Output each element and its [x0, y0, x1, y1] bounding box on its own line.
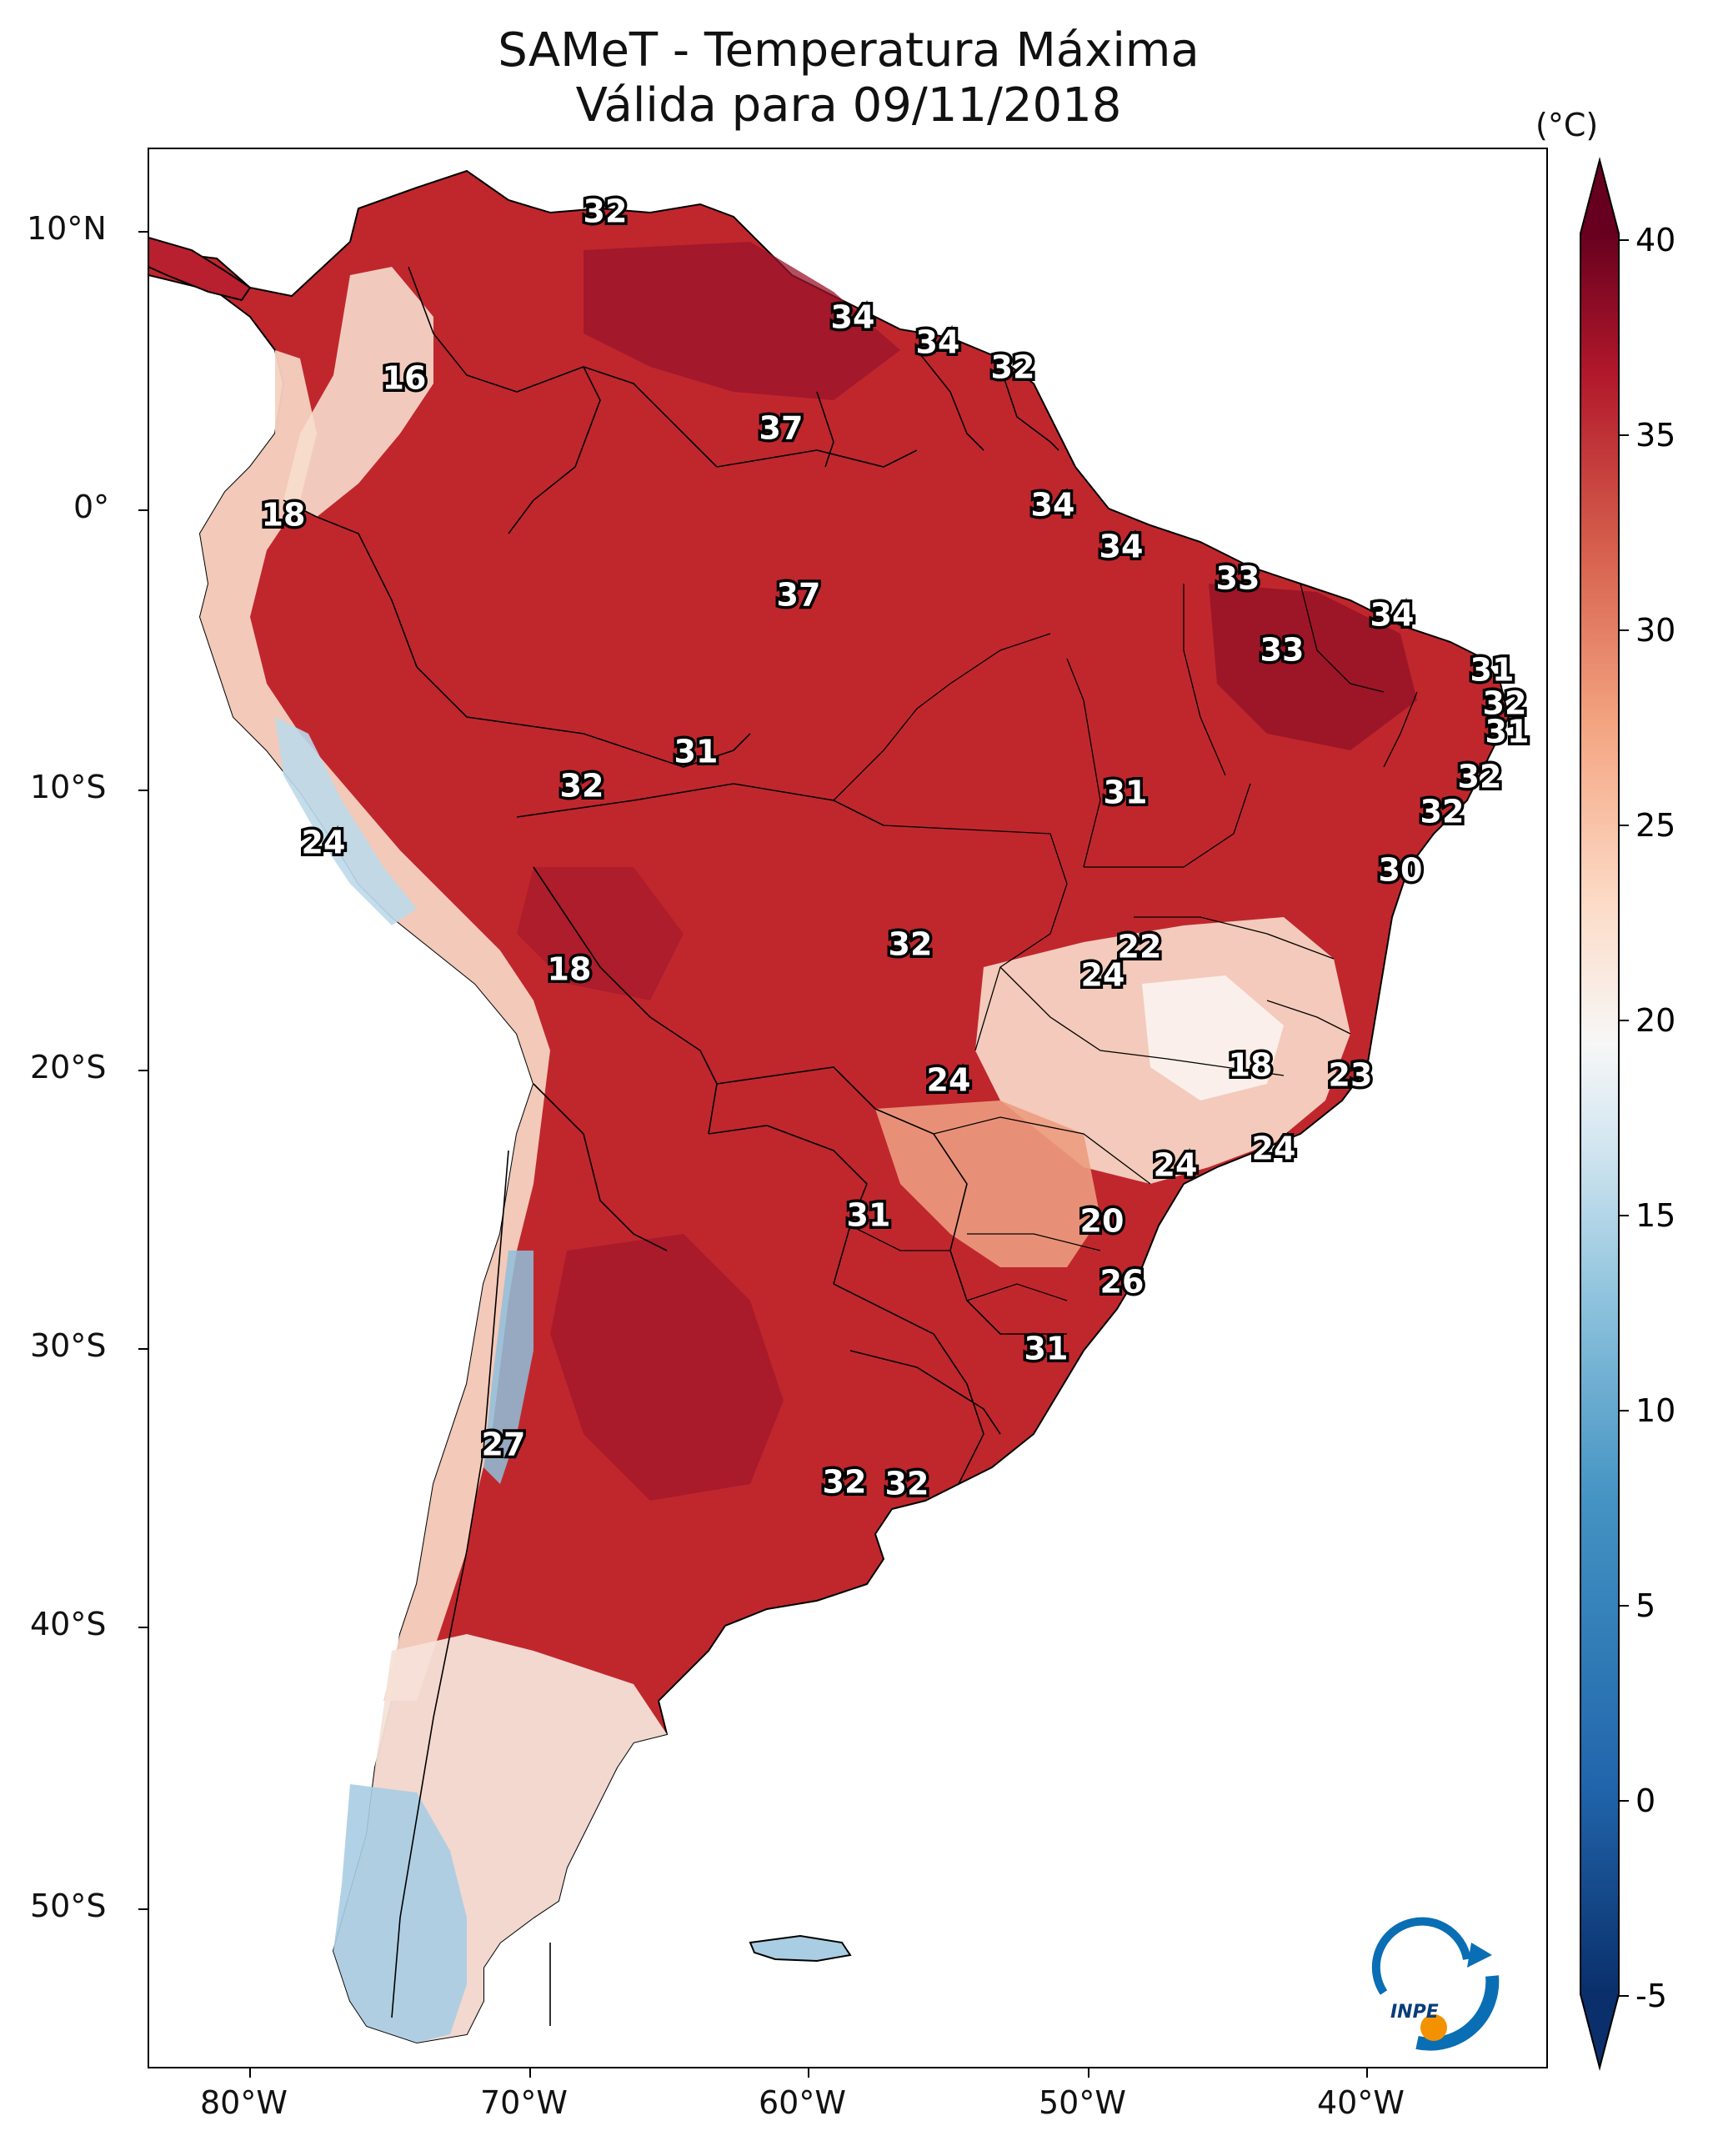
colorbar-tick-label: -5	[1635, 1978, 1667, 2014]
colorbar-body	[1580, 233, 1619, 1994]
city-temperature-label: 34	[1370, 597, 1415, 634]
city-temperature-label: 31	[1104, 775, 1148, 811]
lat-label: 50°S	[30, 1888, 107, 1924]
patagonia-cold	[333, 1784, 467, 2043]
lat-label: 30°S	[30, 1327, 107, 1364]
lon-label: 40°W	[1317, 2084, 1405, 2121]
colorbar-ticks: 40 35 30 25 20 15 10 5 0 -5	[1619, 222, 1675, 2014]
colombian-andes-cool	[283, 267, 433, 517]
lon-label: 60°W	[759, 2084, 846, 2121]
colorbar-outline	[1580, 157, 1620, 2071]
colorbar-tick-label: 0	[1635, 1782, 1655, 1819]
city-temperature-label: 32	[889, 926, 933, 963]
colorbar-tick-label: 20	[1635, 1002, 1675, 1039]
city-temperature-label: 24	[302, 825, 346, 861]
city-temperature-label: 22	[1118, 929, 1162, 965]
hot-core-northeast	[1209, 584, 1417, 750]
city-temperature-label: 26	[1100, 1264, 1144, 1301]
city-temperature-label: 34	[831, 299, 875, 336]
colorbar: 40 35 30 25 20 15 10 5 0 -5	[1580, 157, 1675, 2071]
hot-core-amazon	[584, 242, 900, 400]
city-temperature-label: 32	[1458, 759, 1502, 795]
city-temperature-label: 20	[1080, 1203, 1124, 1240]
axis-ticks	[138, 231, 1368, 2078]
city-temperature-label: 24	[1081, 957, 1125, 994]
map-subtitle: Válida para 09/11/2018	[575, 78, 1122, 133]
chile-andes-cold	[483, 1251, 533, 1484]
city-temperature-label: 24	[1252, 1131, 1296, 1167]
city-temperature-label: 30	[1379, 852, 1423, 889]
colorbar-tick-label: 25	[1635, 807, 1675, 844]
colorbar-tick-label: 5	[1635, 1587, 1655, 1624]
colorbar-tick-label: 40	[1635, 222, 1675, 258]
city-temperature-label: 23	[1329, 1057, 1373, 1094]
hot-core-chaco	[550, 1234, 784, 1501]
city-temperature-label: 27	[482, 1426, 526, 1463]
city-temperature-label: 32	[885, 1466, 929, 1502]
city-temperature-label: 16	[383, 360, 427, 397]
falkland-islands	[749, 1934, 852, 1963]
city-temperature-label: 34	[916, 324, 960, 361]
south-america-landmass	[148, 169, 1510, 2044]
inpe-logo-icon: INPE	[1371, 1917, 1500, 2051]
lat-label: 40°S	[30, 1606, 107, 1642]
city-temperature-label: 32	[991, 349, 1035, 386]
lat-label: 10°S	[30, 769, 107, 805]
city-temperature-label: 31	[1485, 714, 1530, 750]
city-temperature-label: 18	[548, 951, 592, 988]
city-temperature-label: 18	[262, 497, 306, 534]
colorbar-unit-label: (°C)	[1535, 107, 1599, 143]
city-temperature-label: 33	[1216, 560, 1260, 597]
city-temperature-label: 32	[1420, 794, 1465, 830]
andes-cool-band	[200, 350, 550, 1701]
city-temperature-label: 24	[927, 1062, 971, 1099]
city-temperature-label: 34	[1031, 487, 1075, 524]
city-temperature-label: 24	[1154, 1147, 1198, 1184]
city-temperature-label: 32	[560, 768, 604, 805]
city-temperature-label: 31	[847, 1197, 891, 1234]
colorbar-tick-label: 10	[1635, 1392, 1675, 1429]
city-temperature-label: 32	[823, 1464, 867, 1501]
lat-label: 10°N	[27, 210, 107, 247]
hot-core-west	[517, 867, 684, 1000]
south-brazil-warm	[875, 1101, 1100, 1267]
city-temperature-label: 31	[1024, 1331, 1069, 1367]
colorbar-top-extend	[1580, 160, 1619, 233]
city-temperature-label: 33	[1260, 632, 1305, 669]
lat-label: 0°	[73, 489, 110, 525]
lon-label: 80°W	[200, 2084, 288, 2121]
continent-group	[148, 169, 1510, 2044]
city-temperature-label: 32	[584, 193, 628, 230]
lon-label: 50°W	[1039, 2084, 1126, 2121]
city-temperature-label: 37	[777, 577, 821, 614]
minas-cool-core	[1142, 975, 1284, 1101]
city-temperature-label: 32	[1483, 685, 1527, 722]
peru-coast-cold	[275, 717, 417, 925]
colorbar-tick-label: 35	[1635, 417, 1675, 454]
state-borders	[833, 583, 1418, 1301]
map-title: SAMeT - Temperatura Máxima	[498, 23, 1200, 78]
lat-label: 20°S	[30, 1049, 107, 1086]
city-temperature-label: 18	[1229, 1047, 1273, 1084]
inpe-logo-text: INPE	[1390, 2002, 1439, 2023]
central-america-fragment	[148, 236, 252, 302]
city-temperature-label: 34	[1099, 529, 1144, 565]
city-temperature-label: 31	[1470, 652, 1515, 689]
colorbar-bottom-extend	[1580, 1994, 1619, 2068]
lon-label: 70°W	[480, 2084, 568, 2121]
colorbar-tick-label: 30	[1635, 612, 1675, 649]
city-temperature-label: 31	[674, 734, 719, 770]
colorbar-tick-label: 15	[1635, 1197, 1675, 1234]
city-temperature-label: 37	[759, 410, 804, 447]
